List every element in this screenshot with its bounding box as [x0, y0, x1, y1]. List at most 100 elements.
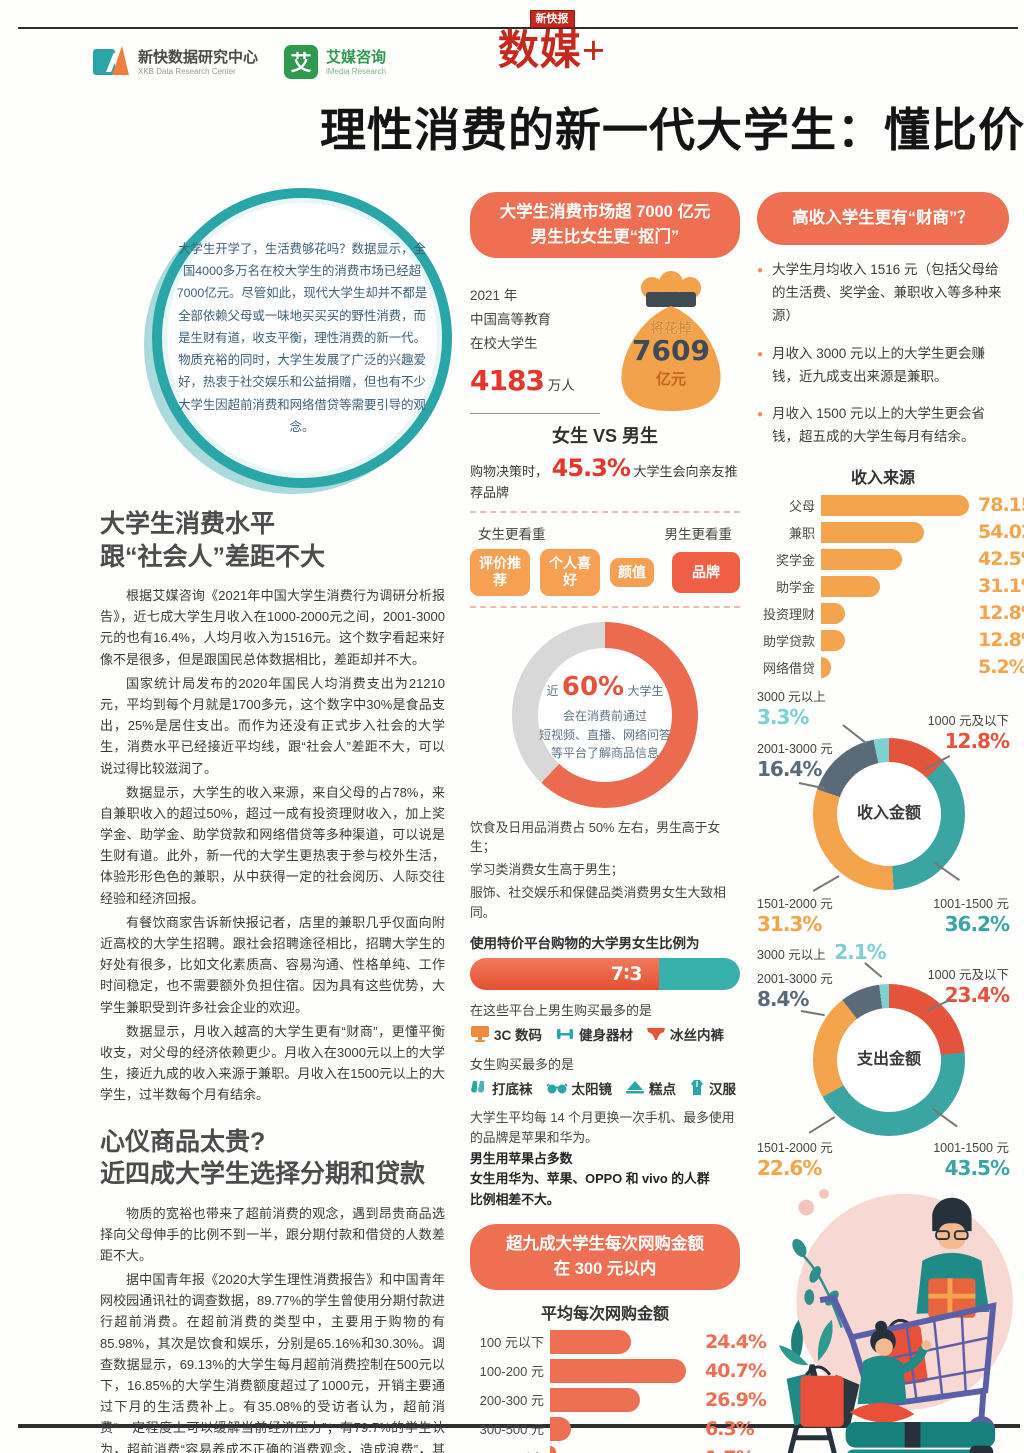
income-donut: 收入金额: [813, 738, 965, 891]
paragraph: 物质的宽裕也带来了超前消费的观念，遇到昂贵商品选择向父母伸手的比例不到一半，跟分…: [100, 1205, 445, 1263]
donut-label: 3000 元以上 3.3%: [757, 690, 826, 730]
dashed-divider: [470, 510, 740, 513]
expense-donut-figure: 支出金额 3000 元以上 2.1% 2001-3000 元 8.4% 1501…: [757, 940, 1010, 1181]
page-title: 理性消费的新一代大学生：懂比价: [320, 105, 1024, 156]
item-3c: 3C 数码: [470, 1024, 542, 1044]
socks-icon: [471, 1080, 485, 1093]
ratio-bar: 7∶3: [470, 957, 740, 990]
bar-row: 300-500 元 6.3%: [479, 1416, 755, 1441]
item-sunglasses: 太阳镜: [545, 1078, 612, 1098]
students-count: 4183: [470, 364, 545, 398]
imedia-logo-subtitle: iMedia Research: [326, 66, 387, 76]
prefer-titles: 女生更看重 男生更看重: [478, 526, 732, 542]
top-rule: [18, 27, 1018, 29]
item-socks: 打底袜: [470, 1078, 533, 1098]
newspaper-badge: 新快报: [529, 10, 575, 29]
section2-title: 心仪商品太贵? 近四成大学生选择分期和贷款: [100, 1127, 426, 1189]
imedia-logo-icon: 艾: [284, 45, 319, 79]
xkb-logo-subtitle: XKB Data Research Center: [138, 66, 236, 76]
dumbbell-icon: [557, 1028, 574, 1039]
decision-stat: 购物决策时， 45.3% 大学生会向亲友推荐品牌: [470, 453, 738, 500]
chip-review: 评价推荐: [470, 548, 530, 596]
bar-row: 父母 78.15%: [788, 494, 1024, 517]
paragraph: 国家统计局发布的2020年国民人均消费支出为21210元，平均到每个月就是170…: [100, 675, 445, 776]
chip-preference: 个人喜好: [540, 548, 600, 596]
bar-row: 200-300 元 26.9%: [479, 1387, 767, 1412]
research-donut: 近 60% 大学生 会在消费前通过 短视频、直播、网络问答 等平台了解商品信息: [512, 621, 698, 808]
paragraph: 数据显示，大学生的收入来源，来自父母的占78%，来自兼职收入的超过50%，超过一…: [100, 784, 445, 906]
netbuy-bar-chart: 100 元以下 24.4% 100-200 元 40.7% 200-300 元 …: [470, 1329, 767, 1453]
hanfu-icon: [691, 1080, 703, 1096]
paragraph: 有餐饮商家告诉新快报记者，店里的兼职几乎仅面向附近高校的大学生招聘。跟社会招聘途…: [100, 914, 445, 1015]
donut-label: 1501-2000 元 22.6%: [757, 1141, 833, 1181]
paragraph: 根据艾媒咨询《2021年中国大学生消费行为调研分析报告》，近七成大学生月收入在1…: [100, 588, 445, 667]
intro-circle: 大学生开学了，生活费够花吗？数据显示，全国4000多万名在校大学生的消费市场已经…: [152, 188, 452, 488]
donut-label: 1001-1500 元 36.2%: [933, 897, 1010, 937]
male-buy-title: 在这些平台上男生购买最多的是: [470, 1002, 653, 1018]
wealth-header: 高收入学生更有“财商”？: [757, 192, 1009, 245]
money-bag: 将花掉 7609 亿元: [602, 270, 740, 412]
middle-column: 大学生消费市场超 7000 亿元 男生比女生更“抠门” 2021 年 中国高等教…: [470, 192, 767, 1453]
donut-label: 1000 元及以下 12.8%: [927, 714, 1010, 754]
wealth-bullets: 大学生月均收入 1516 元（包括父母给的生活费、奖学金、兼职收入等多种来源） …: [757, 259, 1009, 450]
xkb-logo-title: 新快数据研究中心: [138, 48, 259, 66]
bar-row: 100-200 元 40.7%: [479, 1358, 767, 1383]
netbuy-header: 超九成大学生每次网购金额 在 300 元以内: [470, 1224, 740, 1290]
item-hanfu: 汉服: [689, 1078, 736, 1098]
vs-heading: 女生 VS 男生: [551, 425, 658, 446]
income-source-title: 收入来源: [850, 470, 915, 488]
bag-unit: 亿元: [655, 370, 686, 388]
cake-icon: [626, 1081, 644, 1094]
item-pastry: 糕点: [625, 1078, 676, 1098]
phone-note: 大学生平均每 14 个月更换一次手机、最多使用的品牌是苹果和华为。: [470, 1109, 735, 1146]
male-items: 3C 数码 健身器材 冰丝内裤: [470, 1024, 740, 1044]
intro-text: 大学生开学了，生活费够花吗？数据显示，全国4000多万名在校大学生的消费市场已经…: [176, 241, 428, 435]
income-source-bar-chart: 父母 78.15% 兼职 54.02% 奖学金 42.5% 助学金 31.1% …: [757, 494, 1024, 679]
xkb-logo: 新快数据研究中心 XKB Data Research Center: [92, 44, 258, 80]
money-bag-icon: [621, 270, 721, 411]
bottom-rule: [18, 1424, 1020, 1428]
item-fitness: 健身器材: [555, 1024, 633, 1044]
female-buy-title: 女生购买最多的是: [470, 1056, 575, 1072]
bag-caption: 将花掉: [650, 319, 692, 336]
column-brand: 数媒+: [497, 27, 607, 74]
right-column: 高收入学生更有“财商”？ 大学生月均收入 1516 元（包括父母给的生活费、奖学…: [757, 192, 1024, 1453]
decision-percent: 45.3%: [551, 453, 631, 482]
masthead: 新快报 数媒+: [492, 9, 612, 71]
paragraph: 数据显示，月收入越高的大学生更有“财商”，更懂平衡收支，对父母的经济依赖更少。月…: [100, 1023, 445, 1103]
netbuy-chart-title: 平均每次网购金额: [540, 1305, 669, 1323]
donut-label: 1001-1500 元 43.5%: [933, 1141, 1010, 1181]
expense-donut: 支出金额: [813, 984, 965, 1137]
bar-row: 助学金 31.1%: [775, 575, 1024, 598]
left-column: 大学生开学了，生活费够花吗？数据显示，全国4000多万名在校大学生的消费市场已经…: [100, 188, 452, 1453]
gender-notes: 饮食及日用品消费占 50% 左右，男生高于女生； 学习类消费女生高于男生； 服饰…: [470, 819, 726, 920]
donut-label: 2001-3000 元 8.4%: [757, 972, 833, 1012]
monitor-icon: [471, 1026, 489, 1043]
xkb-logo-icon: [93, 46, 129, 75]
bar-row: 100 元以下 24.4%: [479, 1329, 767, 1354]
chip-looks: 颜值: [610, 557, 654, 588]
briefs-icon: [647, 1027, 666, 1040]
bar-row: 500 元以上 1.7%: [470, 1445, 755, 1453]
donut-label: 1501-2000 元 31.3%: [757, 897, 833, 937]
section1-title: 大学生消费水平 跟“社会人”差距不大: [100, 510, 326, 571]
logo-row: 新快数据研究中心 XKB Data Research Center 艾 艾媒咨询…: [92, 44, 386, 80]
sunglasses-icon: [545, 1083, 568, 1094]
item-underwear: 冰丝内裤: [646, 1024, 724, 1044]
bar-row: 兼职 54.02%: [788, 521, 1024, 544]
dashed-divider: [470, 605, 740, 608]
female-items: 打底袜 太阳镜 糕点 汉服: [470, 1078, 740, 1098]
ratio-value: 7∶3: [610, 962, 643, 985]
bar-row: 网络借贷 5.2%: [762, 656, 1024, 679]
imedia-logo: 艾 艾媒咨询 iMedia Research: [284, 45, 386, 79]
market-header: 大学生消费市场超 7000 亿元 男生比女生更“抠门”: [470, 192, 740, 258]
bar-row: 投资理财 12.8%: [762, 602, 1024, 625]
research-percent: 60%: [561, 671, 625, 702]
donut-label: 2001-3000 元 16.4%: [757, 742, 833, 782]
paragraph: 据中国青年报《2020大学生理性消费报告》和中国青年网校园通讯社的调查数据，89…: [100, 1272, 445, 1453]
income-donut-figure: 收入金额 3000 元以上 3.3% 2001-3000 元 16.4% 150…: [757, 690, 1010, 937]
bag-amount: 7609: [632, 333, 710, 367]
bar-row: 奖学金 42.5%: [775, 548, 1024, 571]
donut-label: 3000 元以上 2.1%: [757, 940, 887, 965]
